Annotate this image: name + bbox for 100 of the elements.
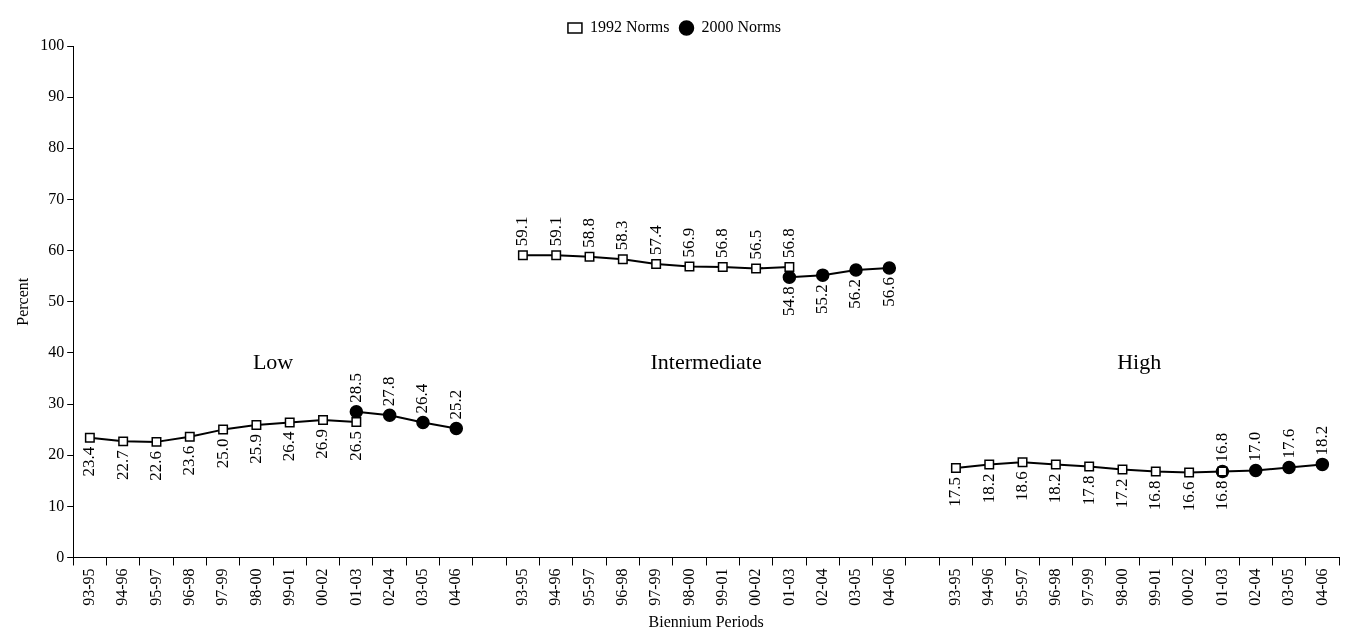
data-label: 17.5 xyxy=(945,476,965,507)
y-tick-label: 70 xyxy=(48,189,65,207)
point xyxy=(1184,467,1195,478)
data-label: 17.0 xyxy=(1245,431,1265,462)
x-tick-label: 96-98 xyxy=(1046,568,1064,606)
data-label: 16.8 xyxy=(1211,432,1231,463)
x-tick-label: 01-03 xyxy=(779,568,797,606)
y-tick-label: 10 xyxy=(48,496,65,514)
point xyxy=(382,408,397,423)
point xyxy=(1117,464,1128,475)
data-label: 17.2 xyxy=(1111,478,1131,509)
x-tick-label: 97-99 xyxy=(646,568,664,606)
x-tick-label: 98-00 xyxy=(679,568,697,606)
point xyxy=(950,462,961,473)
point xyxy=(349,404,364,419)
legend-label: 2000 Norms xyxy=(701,18,782,36)
data-label: 18.2 xyxy=(1311,425,1331,456)
data-label: 56.8 xyxy=(778,228,798,258)
data-label: 25.2 xyxy=(445,389,465,420)
y-tick-label: 60 xyxy=(48,240,65,258)
point xyxy=(118,436,129,447)
point xyxy=(318,414,329,425)
point xyxy=(584,251,595,262)
data-label: 26.4 xyxy=(279,430,299,462)
data-label: 55.2 xyxy=(812,284,832,314)
point xyxy=(984,459,995,470)
point xyxy=(1150,466,1161,477)
data-label: 16.8 xyxy=(1145,480,1165,511)
point xyxy=(351,416,362,427)
x-tick-label: 95-97 xyxy=(146,568,164,606)
x-tick-label: 04-06 xyxy=(1312,568,1330,606)
data-label: 58.3 xyxy=(612,220,632,251)
x-tick-label: 93-95 xyxy=(513,568,531,606)
legend-label: 1992 Norms xyxy=(589,18,670,36)
data-label: 22.6 xyxy=(145,450,165,481)
point xyxy=(218,424,229,435)
point xyxy=(815,268,830,282)
point xyxy=(84,432,95,443)
x-tick-label: 03-05 xyxy=(1279,568,1297,606)
x-tick-label: 99-01 xyxy=(1146,568,1163,606)
x-tick-label: 95-97 xyxy=(579,568,597,606)
x-tick-label: 95-97 xyxy=(1012,568,1030,606)
data-label: 56.9 xyxy=(678,227,698,258)
data-label: 23.6 xyxy=(179,445,199,476)
data-label: 16.8 xyxy=(1211,480,1231,511)
data-label: 17.8 xyxy=(1078,475,1098,506)
point xyxy=(449,421,464,436)
x-tick-label: 96-98 xyxy=(613,568,631,606)
data-label: 56.8 xyxy=(712,228,732,258)
point xyxy=(784,261,795,272)
point xyxy=(251,420,262,430)
point xyxy=(1084,461,1095,472)
x-tick-label: 01-03 xyxy=(346,568,364,606)
point xyxy=(617,254,628,265)
point xyxy=(517,250,528,261)
point xyxy=(416,415,430,430)
x-tick-label: 00-02 xyxy=(313,568,331,606)
x-tick-label: 93-95 xyxy=(80,568,98,606)
point xyxy=(551,250,562,261)
data-label: 56.6 xyxy=(878,276,898,307)
data-label: 18.6 xyxy=(1012,471,1032,502)
y-tick-label: 20 xyxy=(48,445,65,463)
point xyxy=(717,261,728,272)
x-tick-label: 96-98 xyxy=(179,568,197,606)
point xyxy=(651,258,662,269)
data-label: 22.7 xyxy=(112,449,132,481)
y-tick-label: 100 xyxy=(40,36,65,54)
data-label: 28.5 xyxy=(345,372,365,403)
point xyxy=(882,261,897,275)
x-tick-label: 02-04 xyxy=(379,568,397,606)
x-tick-label: 97-99 xyxy=(1079,568,1097,606)
x-tick-label: 02-04 xyxy=(812,568,830,606)
point xyxy=(1315,457,1330,472)
y-tick-label: 0 xyxy=(56,547,65,565)
x-tick-label: 99-01 xyxy=(279,568,297,606)
point xyxy=(782,270,797,284)
data-label: 25.9 xyxy=(245,434,265,464)
data-label: 17.6 xyxy=(1278,428,1298,459)
x-tick-label: 93-95 xyxy=(946,568,964,606)
data-label: 23.4 xyxy=(79,446,99,477)
y-tick-label: 40 xyxy=(48,343,65,361)
y-tick-label: 80 xyxy=(48,138,65,156)
point xyxy=(284,417,295,428)
x-tick-label: 00-02 xyxy=(746,568,764,606)
point xyxy=(684,261,695,272)
point xyxy=(1248,463,1263,478)
data-label: 56.2 xyxy=(845,279,865,309)
point xyxy=(1050,459,1061,470)
annotation: Intermediate xyxy=(650,349,762,375)
point xyxy=(849,263,863,277)
x-tick-label: 97-99 xyxy=(213,568,231,606)
data-label: 18.2 xyxy=(1045,473,1065,504)
x-tick-label: 01-03 xyxy=(1212,568,1230,606)
data-label: 25.0 xyxy=(212,438,232,469)
point xyxy=(751,263,762,274)
y-tick-label: 50 xyxy=(48,291,65,309)
x-tick-label: 04-06 xyxy=(879,568,897,606)
x-tick-label: 02-04 xyxy=(1245,568,1263,606)
point xyxy=(1282,460,1296,475)
data-label: 56.5 xyxy=(745,229,765,260)
